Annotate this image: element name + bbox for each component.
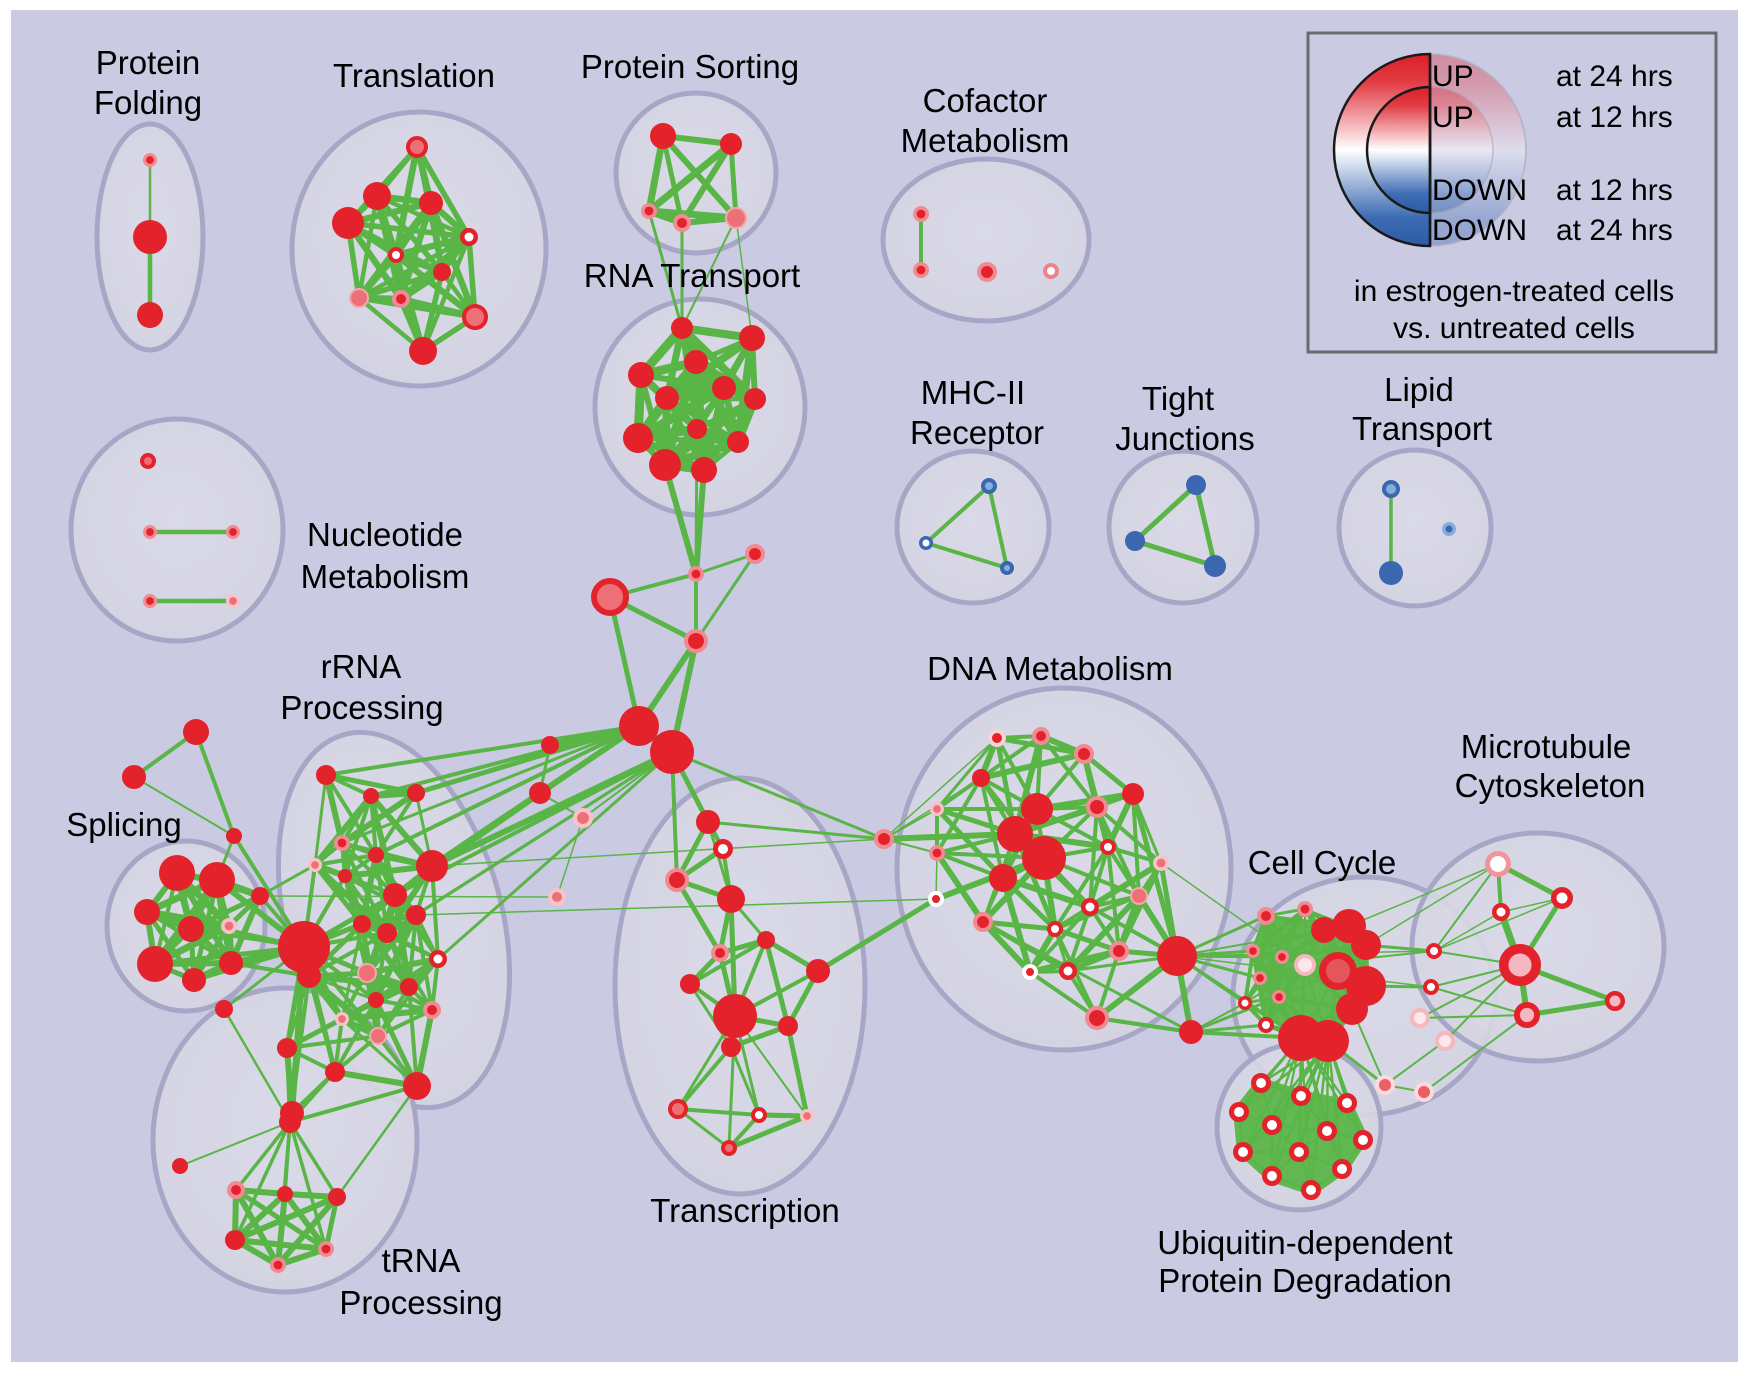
- svg-text:RNA Transport: RNA Transport: [584, 257, 800, 294]
- svg-text:at 24 hrs: at 24 hrs: [1556, 60, 1673, 93]
- svg-text:Transport: Transport: [1352, 410, 1492, 447]
- svg-text:Processing: Processing: [280, 689, 443, 726]
- svg-text:tRNA: tRNA: [382, 1242, 461, 1279]
- svg-text:Cytoskeleton: Cytoskeleton: [1455, 767, 1646, 804]
- svg-text:Cell Cycle: Cell Cycle: [1248, 844, 1397, 881]
- svg-text:Cofactor: Cofactor: [923, 82, 1048, 119]
- svg-text:UP: UP: [1432, 60, 1474, 93]
- svg-text:at 12 hrs: at 12 hrs: [1556, 101, 1673, 134]
- svg-text:at 24 hrs: at 24 hrs: [1556, 214, 1673, 247]
- svg-text:MHC-II: MHC-II: [921, 374, 1025, 411]
- svg-text:vs. untreated cells: vs. untreated cells: [1393, 312, 1635, 345]
- svg-text:Microtubule: Microtubule: [1461, 728, 1632, 765]
- svg-text:rRNA: rRNA: [321, 648, 402, 685]
- svg-text:at 12 hrs: at 12 hrs: [1556, 174, 1673, 207]
- svg-text:Tight: Tight: [1142, 380, 1214, 417]
- svg-text:Protein: Protein: [96, 44, 201, 81]
- svg-text:Transcription: Transcription: [650, 1192, 840, 1229]
- svg-text:in estrogen-treated cells: in estrogen-treated cells: [1354, 275, 1674, 308]
- svg-text:Protein Degradation: Protein Degradation: [1158, 1262, 1452, 1299]
- svg-text:Translation: Translation: [333, 57, 495, 94]
- svg-text:Folding: Folding: [94, 84, 202, 121]
- svg-text:UP: UP: [1432, 101, 1474, 134]
- svg-text:Processing: Processing: [339, 1284, 502, 1321]
- svg-text:Ubiquitin-dependent: Ubiquitin-dependent: [1157, 1224, 1452, 1261]
- svg-text:Nucleotide: Nucleotide: [307, 516, 463, 553]
- svg-text:DNA Metabolism: DNA Metabolism: [927, 650, 1173, 687]
- svg-text:Junctions: Junctions: [1115, 420, 1254, 457]
- svg-text:Receptor: Receptor: [910, 414, 1044, 451]
- svg-text:Splicing: Splicing: [66, 806, 182, 843]
- svg-text:Metabolism: Metabolism: [901, 122, 1070, 159]
- svg-text:Lipid: Lipid: [1384, 371, 1454, 408]
- svg-text:DOWN: DOWN: [1432, 174, 1527, 207]
- svg-text:Protein Sorting: Protein Sorting: [581, 48, 799, 85]
- svg-text:DOWN: DOWN: [1432, 214, 1527, 247]
- svg-text:Metabolism: Metabolism: [301, 558, 470, 595]
